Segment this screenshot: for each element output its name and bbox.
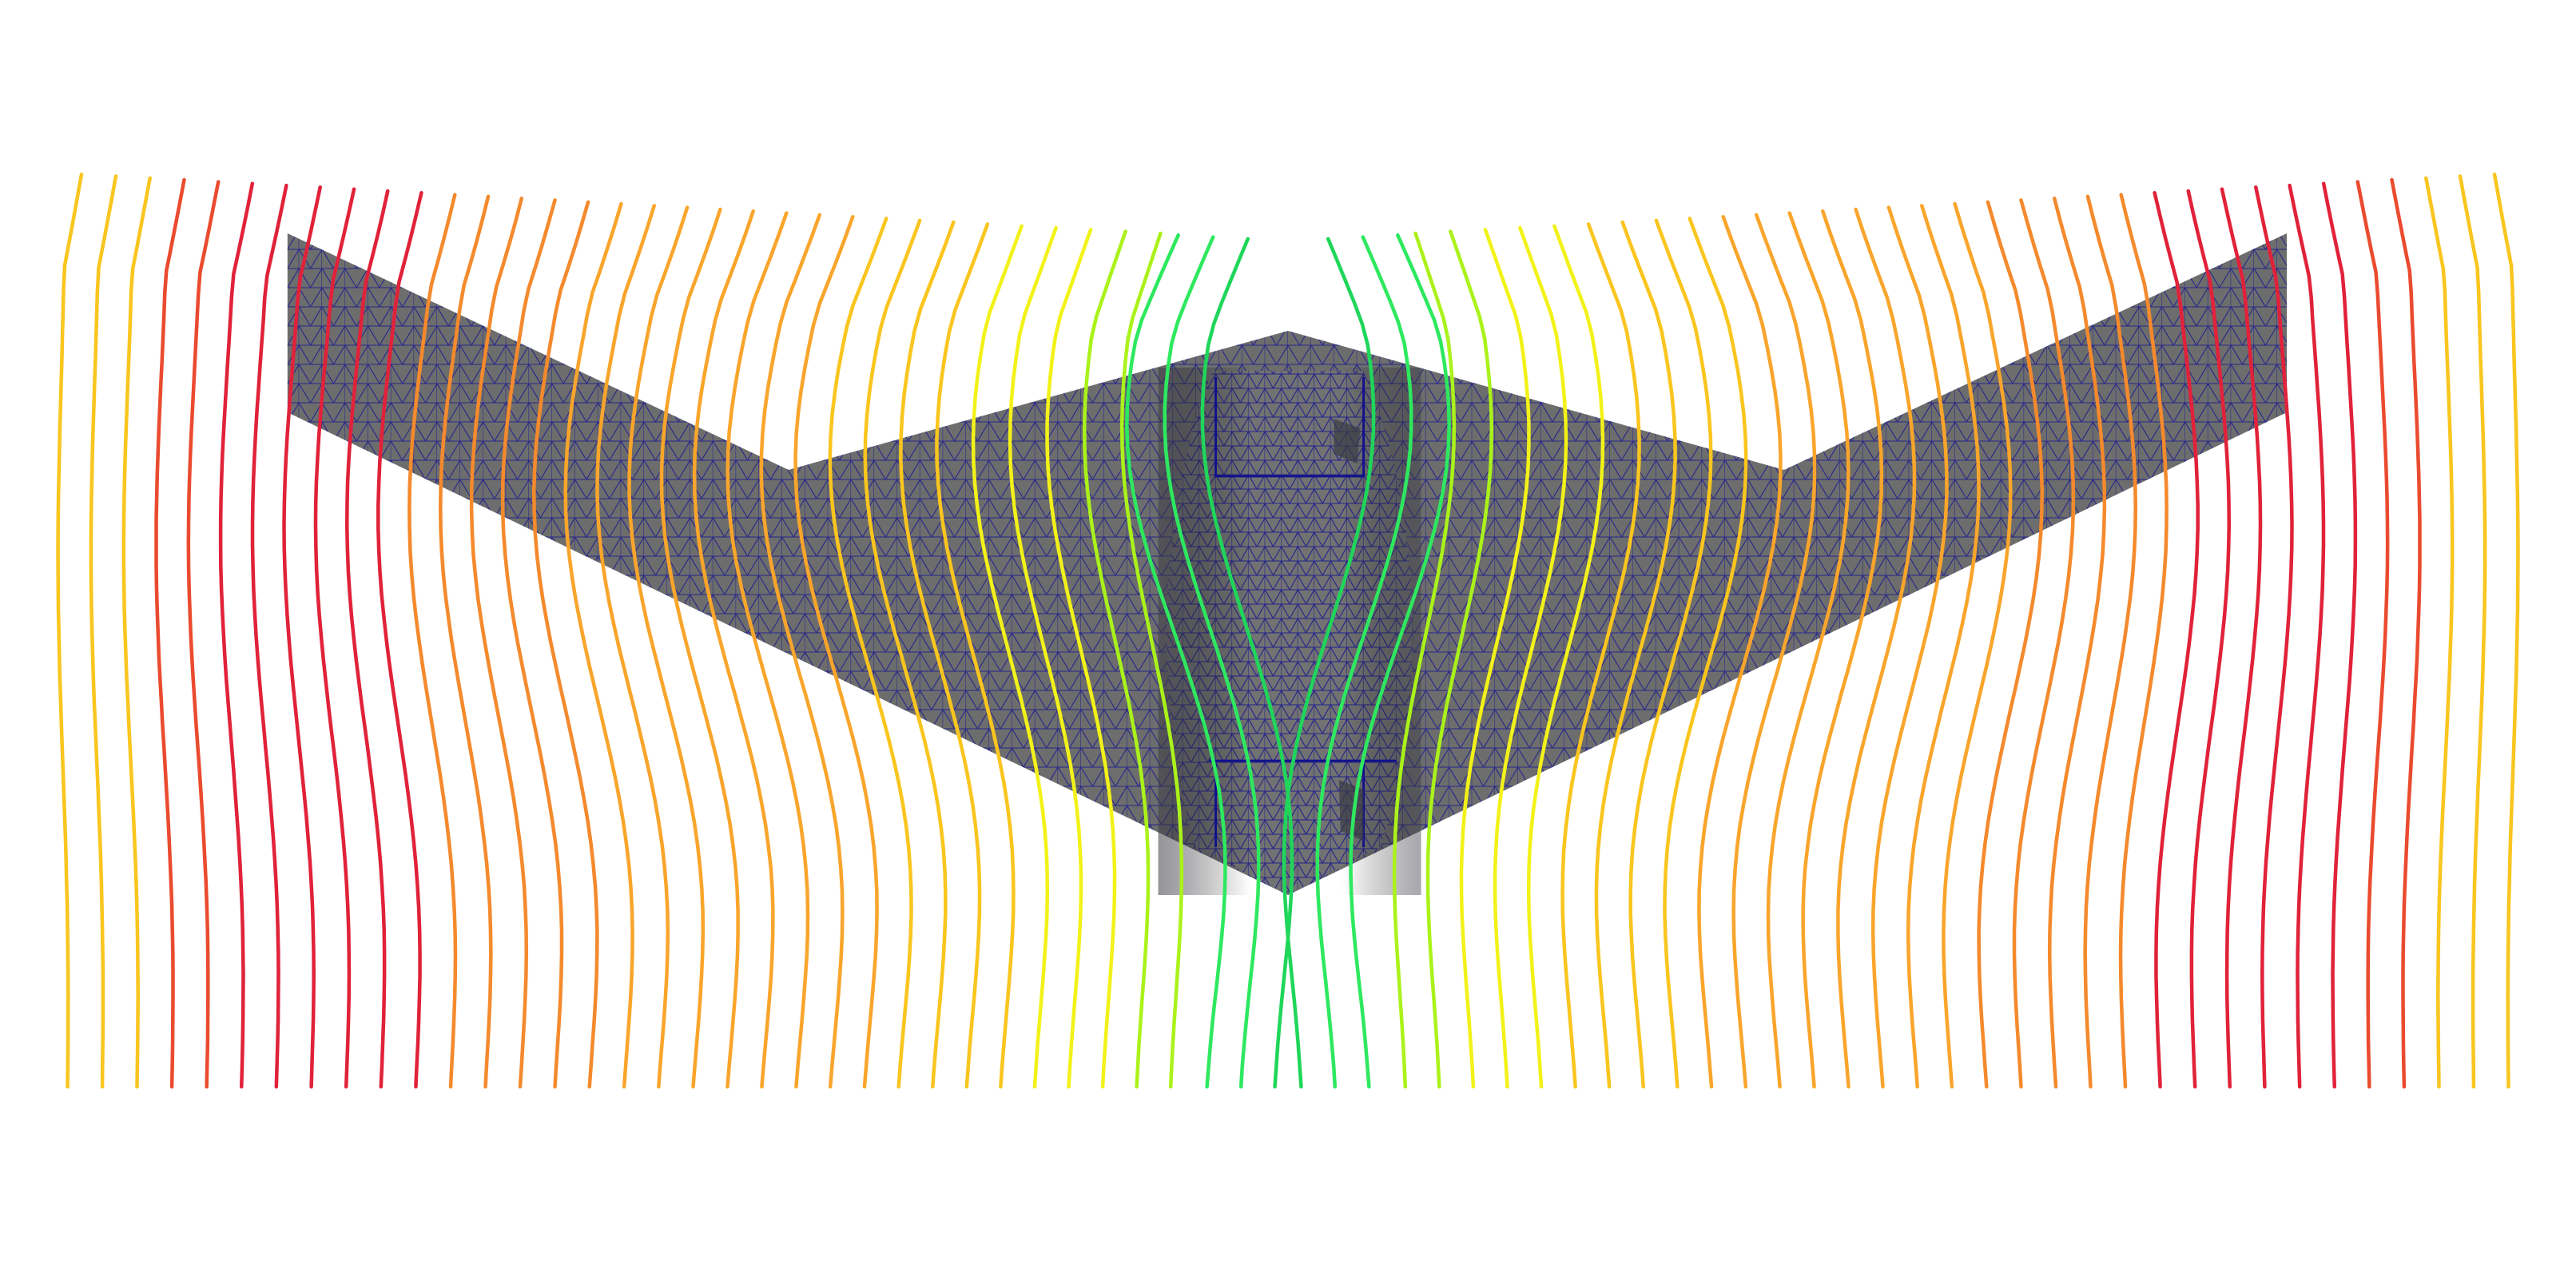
streamline <box>659 207 740 1089</box>
streamline <box>344 189 390 1089</box>
streamline <box>725 211 810 1089</box>
streamline <box>1836 207 1917 1089</box>
streamline <box>1731 213 1817 1089</box>
streamline <box>407 193 458 1089</box>
streamline <box>1315 235 1413 1089</box>
streamline <box>2424 176 2455 1089</box>
streamline <box>1459 228 1531 1089</box>
streamline <box>2153 191 2200 1089</box>
streamline <box>438 194 493 1089</box>
streamline <box>282 185 322 1089</box>
streamline <box>1663 217 1748 1089</box>
streamline <box>2458 174 2487 1089</box>
streamline <box>1560 222 1641 1089</box>
streamline <box>1977 200 2045 1089</box>
streamline <box>1425 229 1494 1089</box>
streamline <box>2047 197 2107 1089</box>
streamline <box>1349 233 1451 1089</box>
streamline <box>2390 177 2422 1089</box>
streamline <box>2492 173 2520 1089</box>
streamline <box>1082 229 1151 1089</box>
streamline <box>563 201 634 1089</box>
streamline <box>186 180 221 1089</box>
streamline <box>2220 187 2263 1089</box>
streamline <box>692 209 775 1089</box>
streamline <box>863 218 948 1089</box>
streamline <box>627 205 706 1089</box>
streamline <box>250 183 288 1089</box>
streamline <box>56 173 84 1089</box>
streamline <box>2118 193 2169 1089</box>
streamline <box>1163 235 1261 1089</box>
streamline <box>1594 220 1677 1089</box>
streamline <box>1906 204 1981 1089</box>
streamline <box>1766 211 1851 1089</box>
streamline <box>1697 215 1783 1089</box>
streamline <box>89 174 118 1089</box>
streamline <box>1526 224 1605 1089</box>
streamline <box>2186 189 2232 1089</box>
streamline <box>2288 183 2326 1089</box>
front-inlet-shadow <box>1334 419 1361 463</box>
streamline <box>1870 205 1949 1089</box>
streamline <box>2012 198 2076 1089</box>
streamline <box>935 222 1016 1089</box>
streamline <box>595 204 670 1089</box>
streamline <box>313 187 356 1089</box>
left-wing <box>287 233 1289 895</box>
streamline <box>1493 225 1568 1089</box>
streamline <box>218 181 255 1089</box>
streamline <box>1392 231 1457 1089</box>
streamline <box>793 215 879 1089</box>
streamline <box>759 213 845 1089</box>
streamline <box>500 198 564 1089</box>
streamline <box>1008 225 1083 1089</box>
streamline <box>469 197 529 1089</box>
streamline <box>1125 233 1227 1089</box>
right-wing <box>1288 233 2288 895</box>
streamline <box>1045 228 1117 1089</box>
streamline <box>2253 185 2294 1089</box>
streamline <box>376 191 423 1089</box>
streamline <box>1119 231 1184 1089</box>
streamline <box>2321 181 2358 1089</box>
streamline <box>2083 194 2138 1089</box>
streamline <box>2355 180 2390 1089</box>
streamline <box>828 217 913 1089</box>
streamline <box>1628 218 1713 1089</box>
streamline <box>121 176 152 1089</box>
front-bay-outline <box>1214 377 1366 478</box>
streamline <box>899 220 982 1089</box>
streamline <box>1282 237 1376 1089</box>
streamline <box>971 224 1050 1089</box>
streamline <box>531 200 599 1089</box>
streamline <box>1801 209 1884 1089</box>
streamline <box>154 177 186 1089</box>
flow-streamlines <box>56 173 2520 1089</box>
streamline <box>1942 201 2013 1089</box>
